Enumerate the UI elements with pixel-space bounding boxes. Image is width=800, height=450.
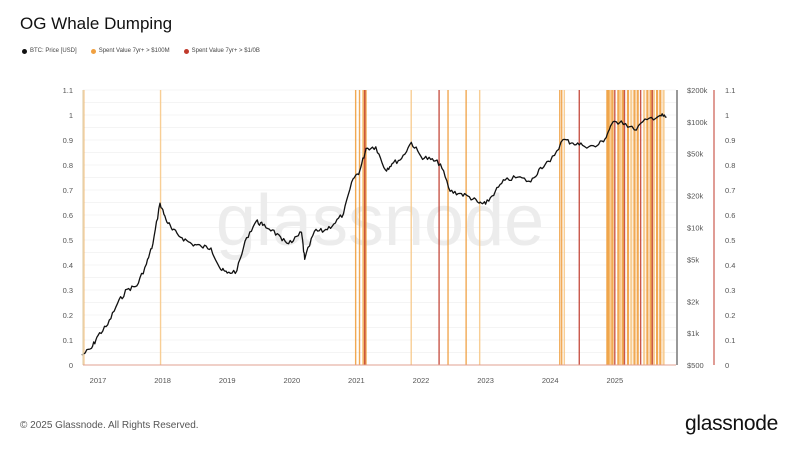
chart-canvas: glassnode 0 0.1 0.2 0.3 0.4 0.5 0.6 0.7 0.8 0.9 1 1… bbox=[63, 86, 736, 385]
spent-1b-bars bbox=[364, 90, 653, 365]
svg-text:0.7: 0.7 bbox=[725, 186, 735, 195]
watermark: glassnode bbox=[216, 181, 544, 261]
svg-text:0.1: 0.1 bbox=[63, 336, 73, 345]
svg-text:0.7: 0.7 bbox=[63, 186, 73, 195]
legend-label: BTC: Price [USD] bbox=[30, 48, 77, 54]
svg-text:2023: 2023 bbox=[477, 376, 494, 385]
svg-text:$2k: $2k bbox=[687, 297, 699, 306]
chart-title: OG Whale Dumping bbox=[20, 14, 173, 33]
copyright-text: © 2025 Glassnode. All Rights Reserved. bbox=[20, 420, 199, 431]
legend-item-spent-1b[interactable]: Spent Value 7yr+ > $1/0B bbox=[183, 48, 260, 54]
svg-text:1.1: 1.1 bbox=[63, 86, 73, 95]
svg-text:0.6: 0.6 bbox=[63, 211, 73, 220]
btc-price-line bbox=[81, 113, 667, 356]
svg-text:$500: $500 bbox=[687, 361, 704, 370]
svg-text:0.5: 0.5 bbox=[725, 236, 735, 245]
svg-text:1.1: 1.1 bbox=[725, 86, 735, 95]
legend-label: Spent Value 7yr+ > $1/0B bbox=[191, 48, 260, 54]
svg-text:0.9: 0.9 bbox=[63, 136, 73, 145]
svg-text:0.8: 0.8 bbox=[725, 161, 735, 170]
svg-text:0.4: 0.4 bbox=[725, 261, 735, 270]
svg-text:0.6: 0.6 bbox=[725, 211, 735, 220]
svg-text:2021: 2021 bbox=[348, 376, 365, 385]
chart-legend: BTC: Price [USD] Spent Value 7yr+ > $100… bbox=[22, 48, 260, 54]
svg-text:$5k: $5k bbox=[687, 255, 699, 264]
legend-dot-red-icon bbox=[183, 48, 189, 54]
svg-text:0.4: 0.4 bbox=[63, 261, 73, 270]
svg-text:0.2: 0.2 bbox=[725, 311, 735, 320]
x-axis-ticks: 2017 2018 2019 2020 2021 2022 2023 2024 2025 bbox=[90, 376, 623, 385]
svg-text:2020: 2020 bbox=[283, 376, 300, 385]
svg-text:2022: 2022 bbox=[413, 376, 430, 385]
svg-text:2024: 2024 bbox=[542, 376, 559, 385]
svg-text:0.2: 0.2 bbox=[63, 311, 73, 320]
legend-item-spent-100m[interactable]: Spent Value 7yr+ > $100M bbox=[90, 48, 170, 54]
svg-text:0.1: 0.1 bbox=[725, 336, 735, 345]
svg-text:0.3: 0.3 bbox=[63, 286, 73, 295]
svg-text:2017: 2017 bbox=[90, 376, 107, 385]
svg-text:0.8: 0.8 bbox=[63, 161, 73, 170]
svg-text:$1k: $1k bbox=[687, 329, 699, 338]
svg-text:0.5: 0.5 bbox=[63, 236, 73, 245]
svg-text:0.9: 0.9 bbox=[725, 136, 735, 145]
glassnode-logo: glassnode bbox=[684, 412, 778, 435]
svg-text:2019: 2019 bbox=[219, 376, 236, 385]
price-axis-ticks: $500 $1k $2k $5k $10k $20k $50k $100k $200k bbox=[687, 86, 708, 370]
svg-text:2018: 2018 bbox=[154, 376, 171, 385]
svg-text:0.3: 0.3 bbox=[725, 286, 735, 295]
legend-dot-black-icon bbox=[22, 48, 27, 54]
svg-text:$10k: $10k bbox=[687, 224, 704, 233]
svg-text:2025: 2025 bbox=[606, 376, 623, 385]
svg-text:$50k: $50k bbox=[687, 150, 704, 159]
legend-label: Spent Value 7yr+ > $100M bbox=[98, 48, 170, 54]
svg-text:$200k: $200k bbox=[687, 86, 708, 95]
gridlines bbox=[83, 89, 676, 353]
svg-text:0: 0 bbox=[69, 361, 73, 370]
svg-text:0: 0 bbox=[725, 361, 729, 370]
legend-item-btc-price[interactable]: BTC: Price [USD] bbox=[22, 48, 77, 54]
svg-text:$20k: $20k bbox=[687, 192, 704, 201]
left-y-axis-ticks: 0 0.1 0.2 0.3 0.4 0.5 0.6 0.7 0.8 0.9 1 1.1 bbox=[63, 86, 73, 370]
legend-dot-orange-icon bbox=[90, 48, 96, 54]
right-y-axis-ticks: 0 0.1 0.2 0.3 0.4 0.5 0.6 0.7 0.8 0.9 1 1.1 bbox=[725, 86, 735, 370]
svg-text:$100k: $100k bbox=[687, 118, 708, 127]
svg-text:1: 1 bbox=[69, 111, 73, 120]
svg-text:1: 1 bbox=[725, 111, 729, 120]
